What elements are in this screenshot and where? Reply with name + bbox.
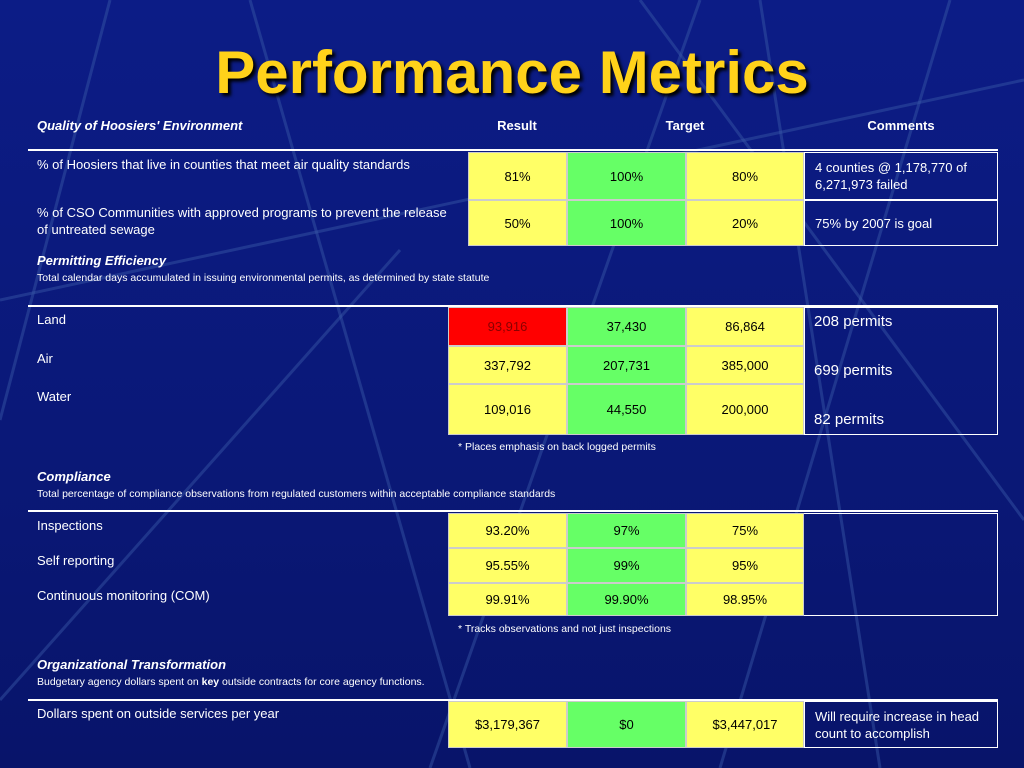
metric-cell: 37,430 (567, 307, 686, 346)
comment-cell: Will require increase in head count to a… (804, 701, 998, 748)
metric-cell: $0 (567, 701, 686, 748)
column-header: Target (665, 118, 705, 133)
comment-cell: 4 counties @ 1,178,770 of 6,271,973 fail… (804, 152, 998, 200)
metric-cell: 75% (686, 513, 804, 548)
metric-cell: 99.90% (567, 583, 686, 616)
metric-cell: 97% (567, 513, 686, 548)
row-label: % of Hoosiers that live in counties that… (37, 157, 410, 172)
footnote: * Tracks observations and not just inspe… (458, 623, 672, 635)
metric-cell: 20% (686, 200, 804, 246)
comment-cell: 75% by 2007 is goal (804, 200, 998, 246)
metric-cell: 109,016 (448, 384, 567, 435)
column-header: Result (497, 118, 537, 133)
section-subtitle: Total calendar days accumulated in issui… (37, 272, 490, 284)
metric-cell: 385,000 (686, 346, 804, 384)
row-label: Air (37, 351, 53, 366)
row-label: Dollars spent on outside services per ye… (37, 706, 280, 721)
subtitle-text: outside contracts for core agency functi… (219, 676, 425, 688)
metric-cell: 100% (567, 200, 686, 246)
section-title: Quality of Hoosiers' Environment (37, 118, 243, 133)
metric-cell: 80% (686, 152, 804, 200)
section-subtitle: Total percentage of compliance observati… (37, 488, 556, 500)
metric-cell: 93.20% (448, 513, 567, 548)
subtitle-text: Budgetary agency dollars spent on (37, 676, 202, 688)
row-label: Inspections (37, 518, 103, 533)
comment-cell (804, 307, 998, 435)
row-label: Self reporting (37, 553, 115, 568)
metric-cell: 95.55% (448, 548, 567, 583)
subtitle-text: key (201, 676, 220, 688)
section-title: Compliance (37, 469, 111, 484)
metric-cell: 200,000 (686, 384, 804, 435)
metric-cell: 95% (686, 548, 804, 583)
metric-cell: 100% (567, 152, 686, 200)
row-label: Continuous monitoring (COM) (37, 588, 210, 603)
separator (28, 149, 998, 151)
metric-cell: 207,731 (567, 346, 686, 384)
metric-cell: 337,792 (448, 346, 567, 384)
metric-cell: 99% (567, 548, 686, 583)
separator (28, 305, 998, 307)
metric-cell: 98.95% (686, 583, 804, 616)
metric-cell: 86,864 (686, 307, 804, 346)
metric-cell: 44,550 (567, 384, 686, 435)
comment-text: 82 permits (814, 411, 885, 428)
footnote: * Places emphasis on back logged permits (458, 441, 656, 453)
separator (28, 699, 998, 701)
row-label: % of CSO Communities with approved progr… (37, 205, 447, 237)
row-label: Land (37, 312, 66, 327)
metric-cell: 99.91% (448, 583, 567, 616)
section-title: Permitting Efficiency (37, 253, 167, 268)
metric-cell: 93,916 (448, 307, 567, 346)
comment-cell (804, 513, 998, 616)
column-header: Comments (867, 118, 935, 133)
metric-cell: 50% (468, 200, 567, 246)
comment-text: 208 permits (814, 313, 893, 330)
section-subtitle: Budgetary agency dollars spent on key ou… (37, 676, 425, 688)
metric-cell: 81% (468, 152, 567, 200)
slide-title: Performance Metrics (215, 39, 809, 106)
metric-cell: $3,447,017 (686, 701, 804, 748)
metric-cell: $3,179,367 (448, 701, 567, 748)
comment-text: 699 permits (814, 362, 893, 379)
section-title: Organizational Transformation (37, 657, 227, 672)
separator (28, 510, 998, 512)
row-label: Water (37, 389, 72, 404)
